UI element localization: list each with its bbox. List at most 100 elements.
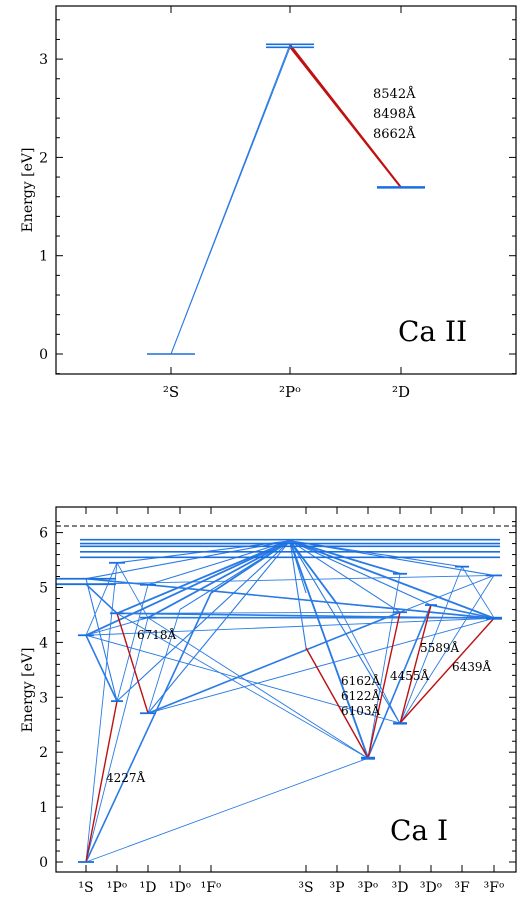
cai-transition-line	[147, 617, 495, 714]
cai-highlight-transition	[85, 701, 118, 863]
cai-y-tick-label: 5	[39, 581, 48, 597]
cai-wavelength-6718: 6718Å	[137, 627, 177, 642]
caii-panel: 0 1 2 3 Energy [eV] 8542Å 8498Å 8662Å Ca II…	[20, 5, 517, 401]
cai-transition-line	[85, 592, 212, 863]
cai-transition-line	[116, 540, 291, 702]
caii-wavelength-8498: 8498Å	[373, 106, 416, 122]
cai-transition-line	[85, 562, 118, 863]
cai-highlight-transition	[399, 617, 495, 724]
cai-transition-line	[116, 611, 401, 614]
caii-y-tick-label: 2	[39, 150, 48, 166]
caii-transition-line	[289, 43, 402, 188]
cai-transition-line	[85, 574, 495, 585]
cai-transition-line	[85, 562, 118, 636]
cai-transition-line	[210, 540, 291, 594]
cai-highlight-transition	[367, 612, 401, 759]
cai-y-axis-label: Energy [eV]	[20, 648, 36, 733]
cai-wavelength-4227: 4227Å	[106, 770, 146, 785]
cai-transition-line	[116, 562, 149, 618]
caii-transition-line	[289, 45, 402, 189]
caii-y-tick-label: 1	[39, 249, 48, 265]
cai-transition-line	[147, 609, 181, 714]
cai-transition-line	[85, 634, 401, 724]
cai-y-tick-label: 4	[39, 635, 48, 651]
cai-wavelength-6162: 6162Å	[341, 673, 381, 688]
cai-levels	[56, 538, 502, 863]
cai-plot-frame	[55, 506, 517, 873]
caii-term-label: ²Pᵒ	[279, 383, 301, 401]
cai-transition-line	[289, 539, 495, 620]
caii-term-labels: ²S ²Pᵒ ²D	[163, 383, 410, 401]
cai-transition-line	[85, 617, 495, 636]
cai-y-tick-label: 1	[39, 800, 48, 816]
cai-transition-line	[147, 540, 291, 619]
cai-term-label: ¹D	[140, 880, 157, 896]
cai-term-label: ¹S	[78, 880, 93, 896]
cai-y-tick-label: 3	[39, 690, 48, 706]
caii-y-axis-label: Energy [eV]	[20, 148, 36, 233]
cai-y-tick-label: 0	[39, 855, 48, 871]
caii-y-tick-label: 3	[39, 52, 48, 68]
cai-transition-line	[461, 566, 495, 618]
cai-transition-line	[399, 575, 495, 613]
cai-transition-line	[85, 617, 149, 636]
cai-transition-line	[147, 540, 291, 714]
caii-plot-frame	[55, 5, 517, 375]
cai-transition-line	[367, 604, 432, 758]
caii-axis-ticks: 0 1 2 3	[39, 6, 516, 375]
cai-highlight-transition	[399, 604, 432, 724]
cai-term-label: ³Pᵒ	[358, 880, 378, 896]
caii-title: Ca II	[398, 315, 467, 348]
caii-term-label: ²S	[163, 383, 179, 401]
cai-y-tick-label: 6	[39, 526, 48, 542]
cai-term-label: ³S	[298, 880, 313, 896]
cai-transition-line	[367, 573, 401, 759]
cai-transition-line	[289, 540, 401, 613]
cai-wavelength-6439: 6439Å	[452, 659, 492, 674]
cai-transition-line	[147, 584, 495, 620]
cai-transition-line	[289, 540, 432, 606]
cai-term-label: ³D	[392, 880, 409, 896]
caii-transition-line	[170, 44, 291, 355]
cai-transition-line	[147, 617, 369, 759]
cai-transition-line	[430, 604, 495, 620]
cai-y-tick-label: 2	[39, 745, 48, 761]
cai-wavelength-6122: 6122Å	[341, 688, 381, 703]
cai-term-label: ¹Pᵒ	[107, 880, 127, 896]
cai-term-label: ³Fᵒ	[484, 880, 505, 896]
cai-transition-line	[85, 634, 118, 702]
cai-transition-line	[116, 584, 149, 702]
cai-transition-line	[289, 540, 463, 568]
cai-axis-ticks: 0 1 2 3 4 5 6	[39, 507, 516, 872]
cai-title: Ca I	[390, 814, 448, 847]
cai-term-label: ¹Fᵒ	[201, 880, 222, 896]
cai-transition-line	[85, 578, 118, 702]
cai-wavelength-6103: 6103Å	[341, 703, 381, 718]
cai-transition-line	[147, 611, 401, 714]
cai-transition-line	[85, 617, 149, 863]
cai-transition-line	[399, 575, 495, 724]
cai-transition-line	[85, 757, 369, 863]
cai-term-labels: ¹S ¹Pᵒ ¹D ¹Dᵒ ¹Fᵒ ³S ³P ³Pᵒ ³D ³Dᵒ ³F ³Fᵒ	[78, 880, 504, 896]
cai-term-label: ³P	[329, 880, 344, 896]
caii-levels	[147, 43, 425, 355]
cai-transition-line	[289, 540, 307, 648]
caii-y-tick-label: 0	[39, 347, 48, 363]
cai-wavelength-5589: 5589Å	[420, 640, 460, 655]
cai-highlight-transition	[305, 647, 369, 759]
cai-term-label: ¹Dᵒ	[169, 880, 191, 896]
cai-transition-line	[289, 540, 369, 758]
cai-transition-line	[116, 612, 369, 759]
cai-highlight-transition	[116, 613, 149, 714]
cai-term-label: ³F	[454, 880, 470, 896]
cai-panel: 0 1 2 3 4 5 6 Energy [eV] 6718Å 4227Å 6162Å 61…	[20, 506, 517, 896]
caii-term-label: ²D	[392, 383, 410, 401]
cai-transition-line	[399, 566, 463, 724]
caii-wavelength-8662: 8662Å	[373, 126, 416, 142]
cai-transition-line	[147, 540, 291, 586]
caii-transitions	[170, 43, 402, 355]
caii-wavelength-8542: 8542Å	[373, 86, 416, 102]
cai-transition-line	[85, 540, 291, 580]
cai-transition-line	[116, 540, 291, 615]
